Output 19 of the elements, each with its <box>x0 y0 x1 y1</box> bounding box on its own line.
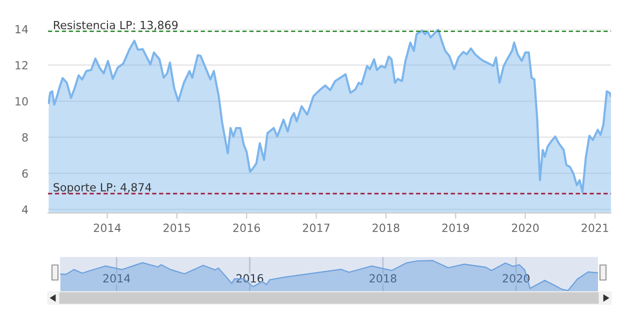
ref-line-label: Resistencia LP: 13,869 <box>54 20 178 30</box>
x-tick-label: 2018 <box>370 274 396 283</box>
y-tick-label: 6 <box>22 169 28 178</box>
y-tick-label: 14 <box>16 25 28 34</box>
x-tick-label: 2016 <box>236 274 264 283</box>
x-tick-label: 2020 <box>512 224 539 232</box>
x-tick-label: 2018 <box>372 224 400 232</box>
y-tick-label: 10 <box>16 97 28 106</box>
x-tick-label: 2019 <box>442 224 469 232</box>
y-tick-label: 12 <box>16 61 28 70</box>
x-tick-label: 2014 <box>94 224 121 232</box>
x-tick-label: 2014 <box>103 274 130 283</box>
ref-line-label: Soporte LP: 4,874 <box>54 183 152 194</box>
x-tick-label: 2016 <box>233 224 260 232</box>
x-tick-label: 2015 <box>164 224 190 232</box>
y-tick-label: 4 <box>22 206 28 214</box>
x-tick-label: 2017 <box>302 224 330 232</box>
y-tick-label: 8 <box>22 133 28 142</box>
x-tick-label: 2021 <box>582 224 608 232</box>
